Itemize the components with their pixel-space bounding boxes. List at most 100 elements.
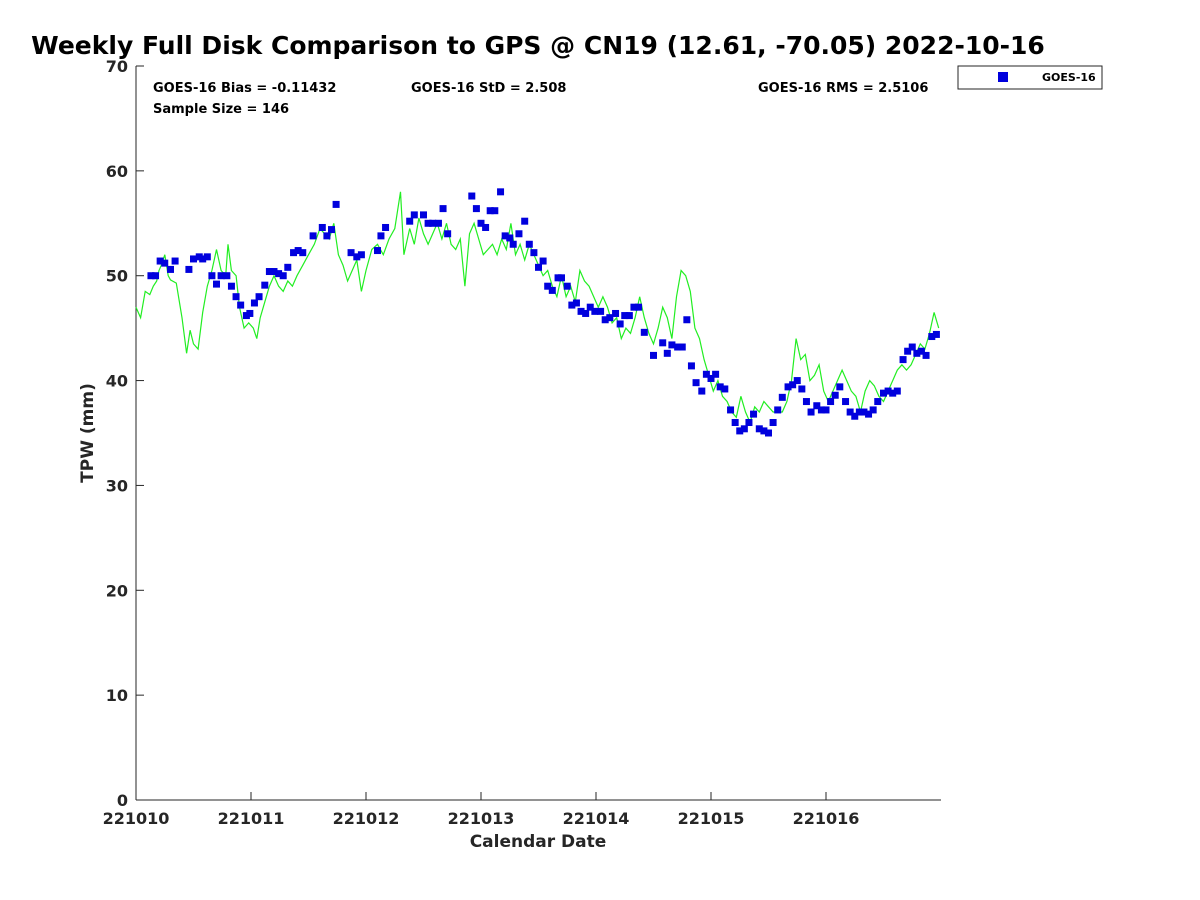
data-point-goes16: [692, 379, 700, 387]
data-point-goes16: [831, 391, 839, 399]
data-point-goes16: [842, 398, 850, 406]
x-tick-label: 221012: [333, 809, 400, 828]
data-point-goes16: [698, 387, 706, 395]
data-point-goes16: [509, 240, 517, 248]
data-point-goes16: [521, 217, 529, 225]
data-point-goes16: [922, 351, 930, 359]
data-point-goes16: [568, 301, 576, 309]
data-point-goes16: [232, 293, 240, 301]
data-point-goes16: [659, 339, 667, 347]
y-tick-label: 50: [106, 267, 128, 286]
data-point-goes16: [353, 253, 361, 261]
data-point-goes16: [328, 226, 335, 234]
x-tick-label: 221011: [218, 809, 285, 828]
data-point-goes16: [472, 205, 480, 213]
data-point-goes16: [167, 265, 174, 273]
data-point-goes16: [865, 410, 873, 418]
data-point-goes16: [544, 282, 552, 290]
stat-std: GOES-16 StD = 2.508: [411, 81, 566, 96]
data-point-goes16: [190, 255, 197, 263]
data-point-goes16: [152, 272, 160, 280]
data-point-goes16: [468, 192, 476, 200]
data-point-goes16: [597, 307, 605, 315]
data-point-goes16: [917, 347, 925, 355]
data-point-goes16: [736, 427, 744, 435]
data-point-goes16: [760, 427, 768, 435]
data-point-goes16: [586, 303, 594, 311]
data-point-goes16: [227, 282, 235, 290]
x-tick-label: 221016: [793, 809, 860, 828]
legend-label-goes16: GOES-16: [1042, 71, 1096, 84]
x-tick-label: 221013: [448, 809, 515, 828]
legend-marker-goes16: [998, 72, 1008, 82]
data-point-goes16: [846, 408, 854, 416]
data-point-goes16: [789, 381, 797, 389]
data-point-goes16: [755, 425, 763, 433]
legend: GOES-16: [957, 65, 1103, 90]
data-point-goes16: [668, 341, 676, 349]
data-point-goes16: [323, 232, 331, 240]
data-point-goes16: [904, 347, 912, 355]
data-point-goes16: [491, 207, 499, 215]
stat-sample-size: Sample Size = 146: [153, 102, 289, 117]
plot-area: 0 10 20 30 40 50 60 70 221010 221011 221012 221013 2…: [103, 57, 941, 828]
data-point-goes16: [501, 232, 509, 240]
data-point-goes16: [420, 211, 427, 219]
data-point-goes16: [687, 362, 695, 370]
data-point-goes16: [539, 257, 547, 265]
data-point-goes16: [439, 205, 447, 213]
data-point-goes16: [836, 383, 844, 391]
data-point-goes16: [185, 265, 193, 273]
y-tick-label: 60: [106, 162, 128, 181]
data-point-goes16: [798, 385, 806, 393]
y-tick-label: 0: [117, 791, 128, 810]
data-point-goes16: [332, 200, 340, 208]
data-point-goes16: [203, 253, 211, 261]
data-point-goes16: [572, 299, 580, 307]
data-point-goes16: [563, 282, 571, 290]
stat-bias: GOES-16 Bias = -0.11432: [153, 81, 336, 96]
data-point-goes16: [506, 234, 514, 242]
data-point-goes16: [750, 410, 758, 418]
data-point-goes16: [913, 349, 921, 357]
data-point-goes16: [880, 389, 887, 397]
x-tick-label: 221010: [103, 809, 170, 828]
y-tick-label: 30: [106, 476, 128, 495]
data-point-goes16: [265, 268, 273, 276]
data-point-goes16: [621, 312, 629, 320]
data-point-goes16: [928, 333, 936, 341]
data-point-goes16: [374, 247, 381, 255]
data-point-goes16: [616, 320, 624, 328]
data-point-goes16: [702, 370, 710, 378]
data-point-goes16: [347, 249, 355, 257]
data-point-goes16: [577, 307, 585, 315]
data-point-goes16: [486, 207, 494, 215]
data-point-goes16: [601, 316, 609, 324]
data-point-goes16: [284, 263, 292, 271]
data-point-goes16: [716, 383, 724, 391]
data-point-goes16: [889, 389, 897, 397]
series-line-gps: [135, 191, 940, 425]
data-point-goes16: [548, 286, 556, 294]
data-point-goes16: [250, 299, 258, 307]
y-tick-label: 20: [106, 581, 128, 600]
data-point-goes16: [591, 307, 599, 315]
data-point-goes16: [318, 223, 326, 231]
data-point-goes16: [625, 312, 633, 320]
data-point-goes16: [678, 343, 686, 351]
data-point-goes16: [612, 309, 620, 317]
data-point-goes16: [827, 398, 835, 406]
data-point-goes16: [855, 408, 863, 416]
data-point-goes16: [874, 398, 882, 406]
data-point-goes16: [813, 402, 821, 410]
data-point-goes16: [650, 351, 657, 359]
data-point-goes16: [246, 309, 254, 317]
data-point-goes16: [424, 219, 432, 227]
data-point-goes16: [745, 419, 753, 427]
data-point-goes16: [171, 257, 179, 265]
data-point-goes16: [434, 219, 442, 227]
data-point-goes16: [294, 247, 302, 255]
data-point-goes16: [817, 406, 825, 414]
data-point-goes16: [635, 303, 643, 311]
